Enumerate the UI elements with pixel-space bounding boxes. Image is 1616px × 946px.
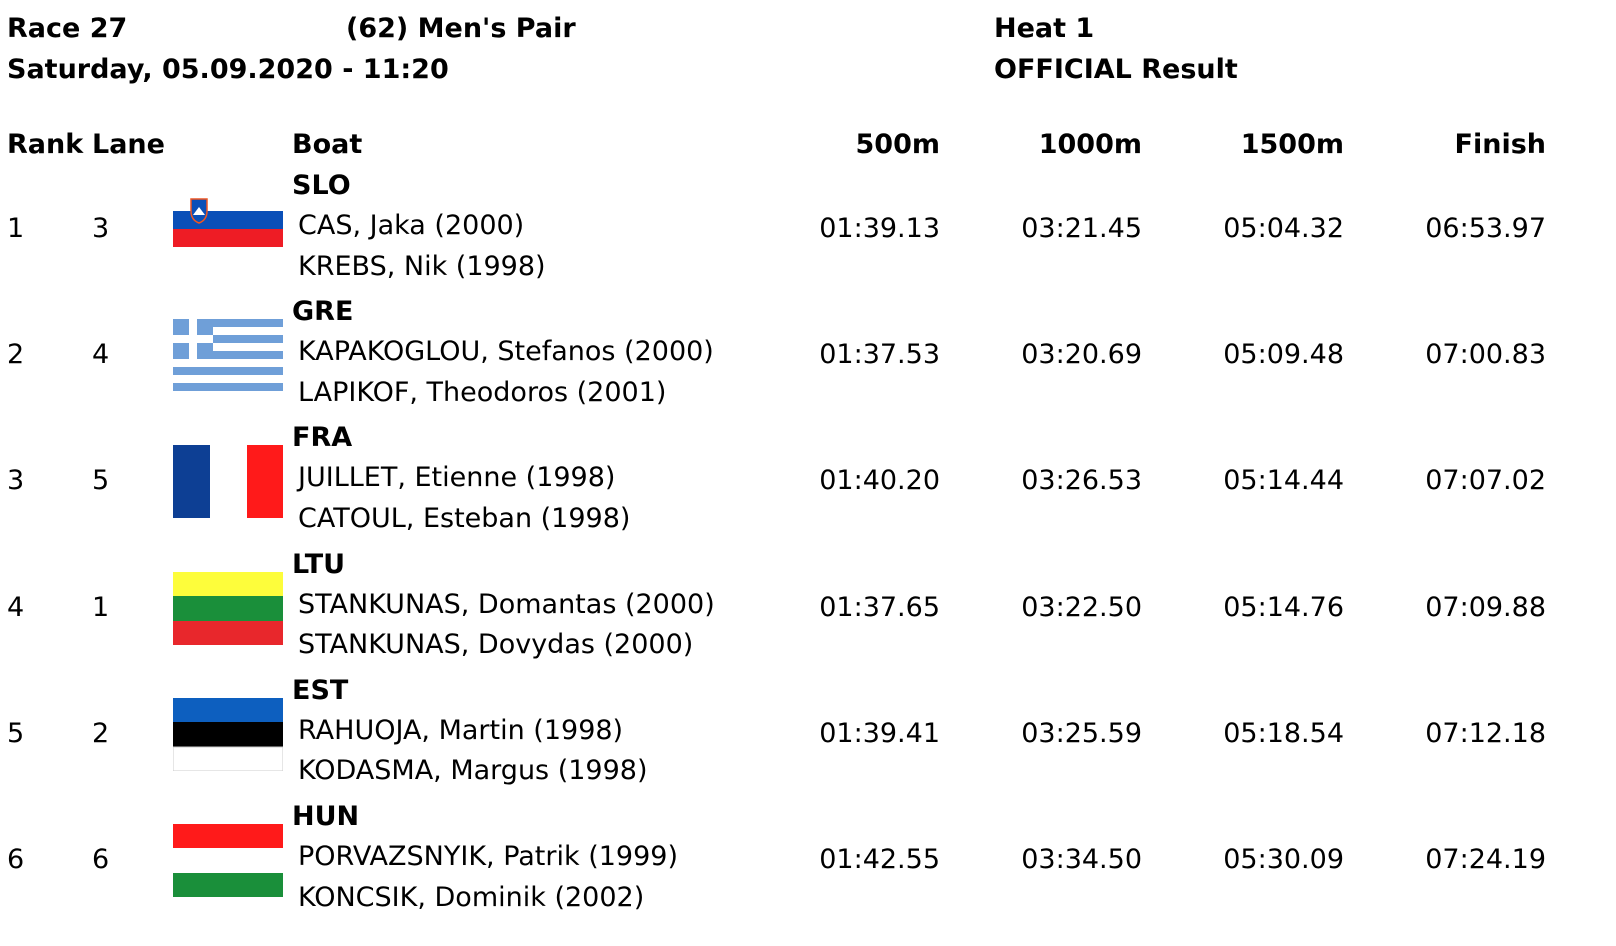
crew-member: KONCSIK, Dominik (2002) xyxy=(298,881,645,913)
flag xyxy=(173,571,283,645)
status: OFFICIAL Result xyxy=(994,54,1238,85)
country: FRA xyxy=(292,422,353,454)
flag xyxy=(173,445,283,519)
time: 07:00.83 xyxy=(1425,339,1546,371)
time: 07:24.19 xyxy=(1425,844,1546,875)
flag xyxy=(173,319,283,392)
time: 07:09.88 xyxy=(1425,591,1546,623)
crew-member: LAPIKOF, Theodoros (2001) xyxy=(298,376,667,408)
time: 06:53.97 xyxy=(1425,213,1546,244)
crew-member: CATOUL, Esteban (1998) xyxy=(298,502,631,534)
lane: 4 xyxy=(92,339,110,371)
time: 07:12.18 xyxy=(1425,717,1546,749)
flag xyxy=(173,824,283,897)
flag xyxy=(173,697,283,771)
time: 03:22.50 xyxy=(1021,591,1142,623)
time: 01:37.65 xyxy=(819,591,940,623)
column-header: Finish xyxy=(1454,129,1546,160)
crew-member: STANKUNAS, Dovydas (2000) xyxy=(298,629,694,661)
lane: 6 xyxy=(92,844,110,875)
time: 01:39.13 xyxy=(819,213,940,244)
lane: 2 xyxy=(92,717,110,749)
rank: 3 xyxy=(7,465,25,497)
date: Saturday, 05.09.2020 - 11:20 xyxy=(7,54,449,85)
time: 05:30.09 xyxy=(1223,844,1344,875)
column-header: Boat xyxy=(292,129,363,160)
column-header: 500m xyxy=(855,129,941,160)
crew-member: KAPAKOGLOU, Stefanos (2000) xyxy=(298,336,714,368)
crew-member: RAHUOJA, Martin (1998) xyxy=(298,714,624,746)
country: GRE xyxy=(292,296,354,328)
time: 03:34.50 xyxy=(1021,844,1142,875)
crew-member: KODASMA, Margus (1998) xyxy=(298,755,648,787)
rank: 1 xyxy=(7,213,25,244)
time: 01:40.20 xyxy=(819,465,940,497)
lane: 1 xyxy=(92,591,110,623)
flag xyxy=(173,193,283,247)
time: 05:09.48 xyxy=(1223,339,1344,371)
country: LTU xyxy=(292,548,346,580)
rank: 2 xyxy=(7,339,25,371)
country: SLO xyxy=(292,170,351,201)
time: 05:04.32 xyxy=(1223,213,1344,244)
crew-member: JUILLET, Etienne (1998) xyxy=(298,462,616,494)
time: 05:18.54 xyxy=(1223,717,1344,749)
lane: 5 xyxy=(92,465,110,497)
lane: 3 xyxy=(92,213,110,244)
time: 07:07.02 xyxy=(1425,465,1546,497)
time: 01:42.55 xyxy=(819,844,940,875)
crew-member: PORVAZSNYIK, Patrik (1999) xyxy=(298,841,678,872)
time: 01:39.41 xyxy=(819,717,940,749)
event: (62) Men's Pair xyxy=(346,13,576,44)
crew-member: STANKUNAS, Domantas (2000) xyxy=(298,588,715,620)
rank: 5 xyxy=(7,717,25,749)
column-header: 1500m xyxy=(1240,129,1344,160)
rank: 4 xyxy=(7,591,25,623)
crew-member: CAS, Jaka (2000) xyxy=(298,210,525,241)
rank: 6 xyxy=(7,844,25,875)
time: 01:37.53 xyxy=(819,339,940,371)
time: 05:14.44 xyxy=(1223,465,1344,497)
crew-member: KREBS, Nik (1998) xyxy=(298,250,546,282)
time: 05:14.76 xyxy=(1223,591,1344,623)
column-header: Rank xyxy=(7,129,84,160)
time: 03:21.45 xyxy=(1021,213,1142,244)
time: 03:25.59 xyxy=(1021,717,1142,749)
time: 03:26.53 xyxy=(1021,465,1142,497)
column-header: 1000m xyxy=(1038,129,1142,160)
race: Race 27 xyxy=(7,13,128,44)
country: EST xyxy=(292,674,349,706)
country: HUN xyxy=(292,801,360,832)
time: 03:20.69 xyxy=(1021,339,1142,371)
column-header: Lane xyxy=(92,129,165,160)
heat: Heat 1 xyxy=(994,13,1095,44)
